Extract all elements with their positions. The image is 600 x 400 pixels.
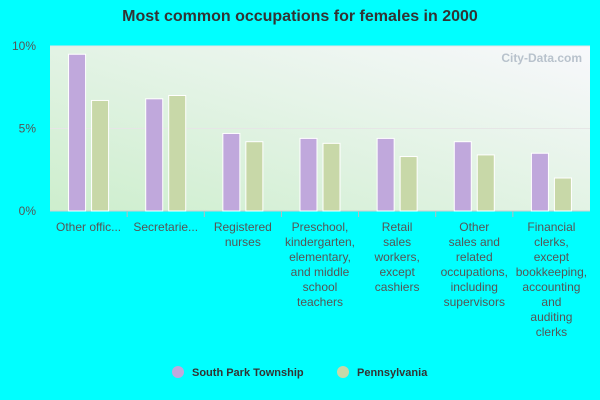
x-category-label: Preschool, kindergarten, elementary, and mi… <box>285 220 355 309</box>
y-tick-label: 0% <box>19 204 37 218</box>
bar-south-park-township[interactable] <box>145 98 164 212</box>
bar-south-park-township[interactable] <box>299 137 318 212</box>
x-category-label: Secretarie... <box>133 220 198 234</box>
x-category-label: Registered nurses <box>214 220 272 249</box>
x-category-label: Financial clerks, except bookkeeping, accoun… <box>516 220 587 339</box>
bar-south-park-township[interactable] <box>222 132 241 212</box>
y-tick-label: 5% <box>19 122 37 136</box>
legend-label: South Park Township <box>192 367 304 379</box>
bar-south-park-township[interactable] <box>68 53 87 212</box>
x-category-label: Other sales and related occupations, includi… <box>441 220 508 309</box>
bar-pennsylvania[interactable] <box>245 141 264 212</box>
legend-swatch <box>172 366 184 378</box>
legend-label: Pennsylvania <box>357 367 428 379</box>
watermark: City-Data.com <box>501 51 582 65</box>
bar-pennsylvania[interactable] <box>91 99 110 212</box>
bar-pennsylvania[interactable] <box>322 142 341 212</box>
bar-pennsylvania[interactable] <box>553 177 572 212</box>
chart-title: Most common occupations for females in 2… <box>122 8 478 25</box>
bar-south-park-township[interactable] <box>530 152 549 212</box>
bar-pennsylvania[interactable] <box>399 156 418 212</box>
x-category-label: Retail sales workers, except cashiers <box>373 220 419 294</box>
bar-south-park-township[interactable] <box>453 141 472 212</box>
bar-south-park-township[interactable] <box>376 137 395 212</box>
legend-swatch <box>337 366 349 378</box>
y-tick-label: 10% <box>12 39 36 53</box>
x-category-label: Other offic... <box>56 220 121 234</box>
bar-pennsylvania[interactable] <box>476 154 495 212</box>
bar-pennsylvania[interactable] <box>168 95 187 212</box>
